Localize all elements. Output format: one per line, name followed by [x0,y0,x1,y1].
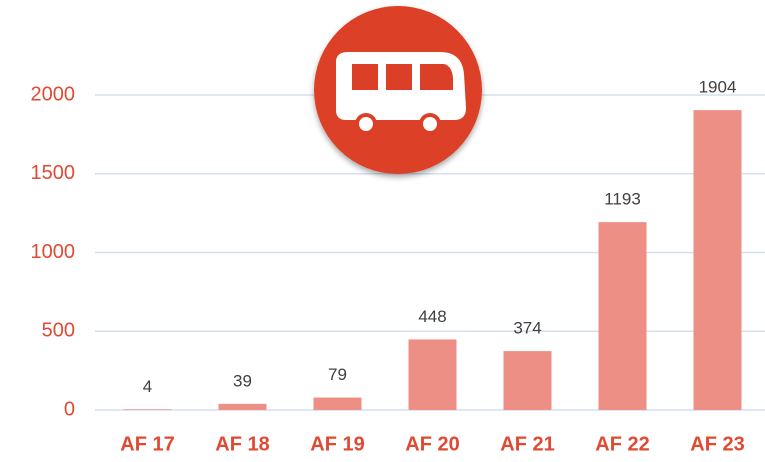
y-tick-label: 0 [64,398,75,420]
data-label: 4 [143,377,152,396]
bus-icon [314,6,482,174]
x-tick-label: AF 23 [690,433,744,455]
data-label: 374 [513,319,541,338]
x-tick-label: AF 17 [120,433,174,455]
data-label: 448 [418,307,446,326]
grid: 0 500 1000 1500 2000 [31,83,765,420]
bar [408,339,457,410]
data-label: 1193 [604,190,641,209]
data-label: 79 [328,365,347,384]
x-tick-label: AF 20 [405,433,459,455]
y-tick-label: 1000 [31,241,76,263]
y-tick-label: 500 [42,320,75,342]
bar [693,110,742,411]
bar [503,351,552,410]
bar [313,397,362,410]
x-tick-label: AF 21 [500,433,554,455]
x-tick-label: AF 19 [310,433,364,455]
x-tick-label: AF 18 [215,433,269,455]
data-label: 39 [233,371,252,390]
y-tick-label: 2000 [31,83,76,105]
marks: AF 17 4 AF 18 39 AF 19 79 AF 20 448 AF 21 374 AF 2… [120,78,744,456]
bar [218,403,267,410]
bar [598,222,647,410]
y-tick-label: 1500 [31,162,76,184]
data-label: 1904 [699,78,737,97]
bar [123,409,172,410]
x-tick-label: AF 22 [595,433,649,455]
